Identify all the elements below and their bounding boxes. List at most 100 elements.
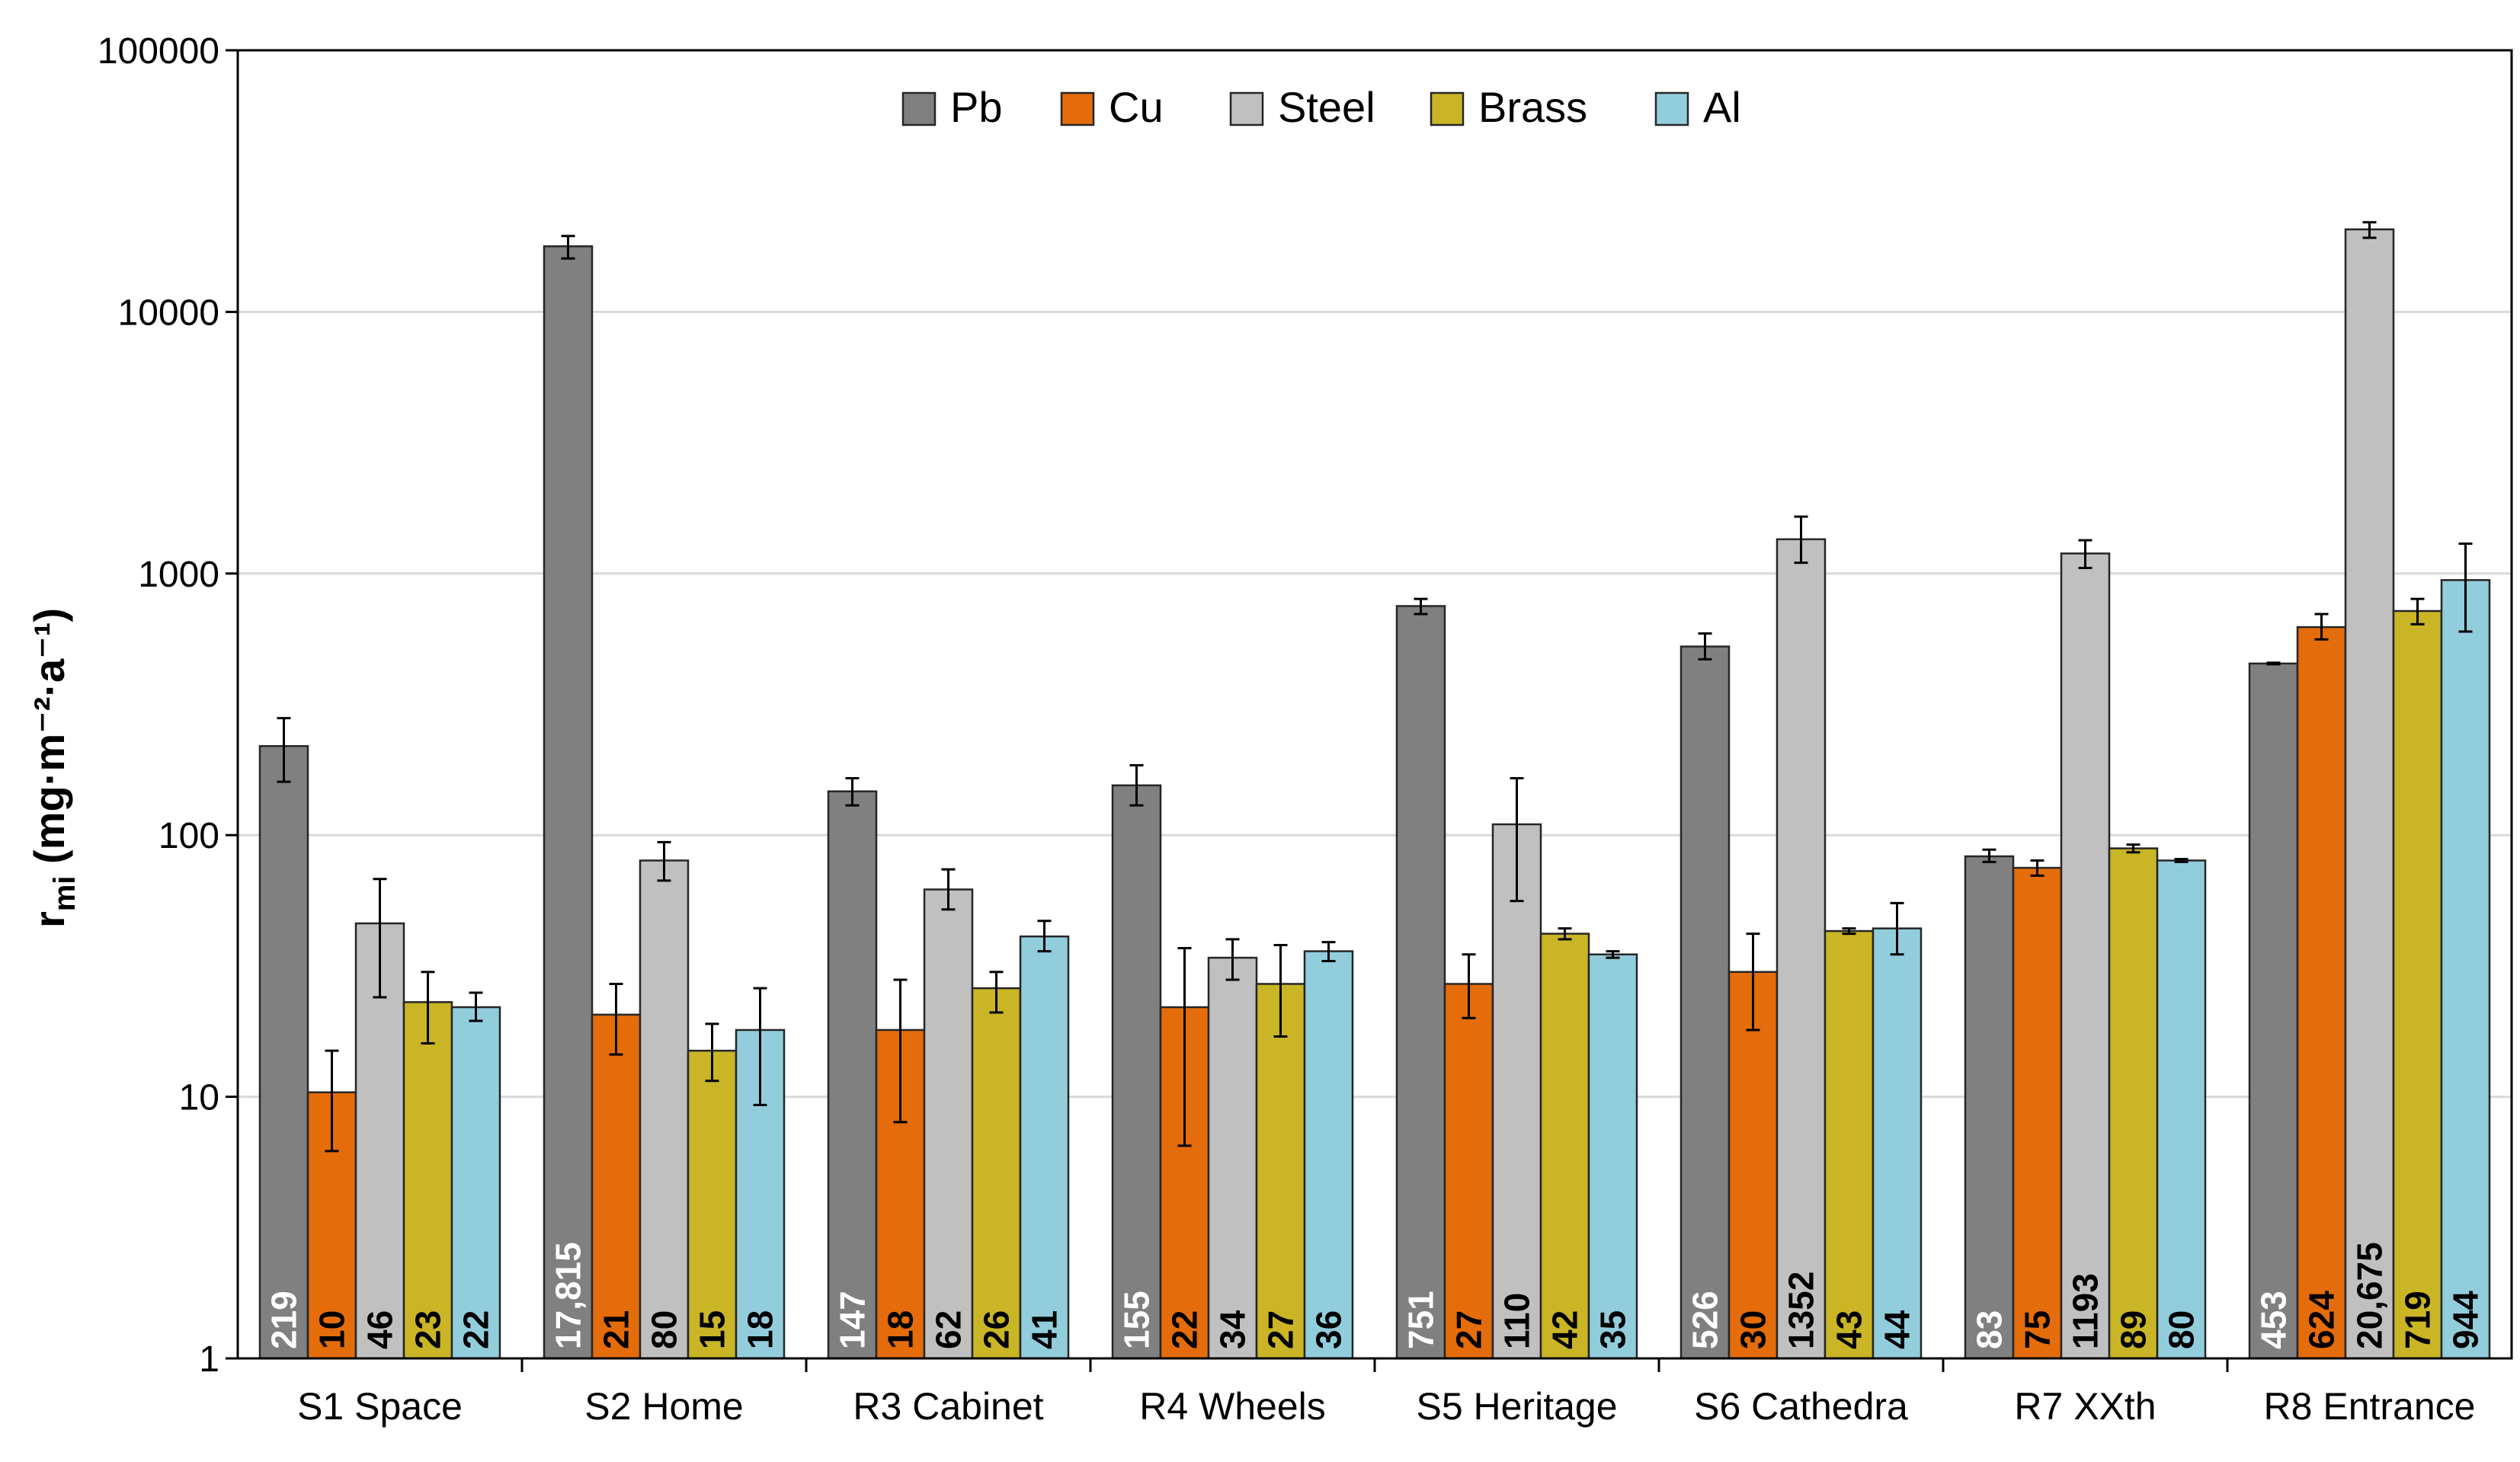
data-label: 27 — [1261, 1310, 1301, 1349]
error-bar — [1510, 777, 1524, 903]
bar-brass — [2108, 847, 2159, 1360]
bar-al — [2156, 859, 2207, 1360]
error-bar — [657, 840, 671, 882]
error-bar — [941, 868, 956, 911]
legend-label: Al — [1703, 83, 1741, 131]
bar-al — [2440, 579, 2491, 1360]
data-label: 1352 — [1782, 1272, 1821, 1349]
error-bar — [1606, 950, 1620, 959]
data-labels: 219 10 46 23 22 17,815 21 80 15 18 147 18 62 26 41 155 2… — [264, 1242, 2486, 1349]
y-tick-label: 1 — [199, 1339, 219, 1380]
bar-steel — [1207, 956, 1258, 1360]
data-label: 526 — [1686, 1291, 1725, 1349]
data-label: 35 — [1593, 1310, 1633, 1349]
bar-brass — [1824, 929, 1875, 1360]
data-label: 155 — [1117, 1291, 1157, 1349]
error-bar — [2078, 539, 2093, 570]
error-bar — [421, 971, 435, 1045]
data-label: 44 — [1878, 1310, 1917, 1349]
error-bar — [609, 982, 623, 1056]
data-label: 10 — [312, 1310, 352, 1349]
error-bar — [1698, 632, 1712, 661]
error-bar — [2030, 859, 2044, 877]
data-label: 110 — [1497, 1293, 1537, 1349]
bar-cu — [1727, 971, 1779, 1360]
x-tick-label: S5 Heritage — [1416, 1385, 1617, 1428]
data-label: 17,815 — [549, 1242, 588, 1349]
legend-swatch — [1654, 91, 1689, 126]
data-label: 80 — [645, 1310, 684, 1349]
error-bar — [1129, 763, 1144, 807]
error-bar — [1321, 941, 1336, 963]
error-bar — [1462, 953, 1476, 1019]
error-bar — [1890, 901, 1904, 956]
legend-swatch — [1229, 91, 1264, 126]
error-bar — [1794, 515, 1808, 565]
x-tick-label: R8 Entrance — [2264, 1385, 2476, 1428]
y-axis-title: rmi (mg·m⁻²·a⁻¹) — [25, 608, 82, 928]
data-label: 23 — [408, 1310, 448, 1349]
data-label: 34 — [1213, 1310, 1253, 1349]
data-label: 944 — [2446, 1291, 2486, 1349]
error-bar — [2174, 858, 2189, 863]
x-tick-label: S6 Cathedra — [1694, 1385, 1908, 1428]
bar-pb — [827, 790, 878, 1360]
data-label: 22 — [456, 1310, 496, 1349]
data-label: 15 — [693, 1310, 732, 1349]
bar-al — [1587, 953, 1638, 1360]
error-bar — [1842, 927, 1856, 936]
error-bar — [1414, 597, 1428, 616]
data-label: 43 — [1830, 1310, 1869, 1349]
data-label: 36 — [1309, 1310, 1349, 1349]
data-label: 219 — [264, 1291, 304, 1349]
data-label: 83 — [1970, 1310, 2009, 1349]
bar-pb — [1395, 605, 1446, 1360]
x-tick-label: R3 Cabinet — [853, 1385, 1043, 1428]
error-bar — [373, 878, 387, 999]
legend-swatch — [1430, 91, 1465, 126]
data-label: 30 — [1734, 1310, 1773, 1349]
data-label: 27 — [1449, 1310, 1489, 1349]
bar-steel — [923, 888, 974, 1360]
bar-brass — [1539, 933, 1590, 1360]
y-tick-label: 100000 — [98, 31, 219, 72]
bar-steel — [2344, 228, 2395, 1360]
bar-cu — [1443, 983, 1494, 1360]
error-bars — [277, 221, 2473, 1153]
legend-swatch — [901, 91, 937, 126]
error-bar — [2126, 843, 2141, 854]
bar-pb — [258, 745, 309, 1360]
bar-cu — [2012, 866, 2063, 1360]
x-tick-label: S1 Space — [297, 1385, 463, 1428]
error-bar — [2314, 613, 2329, 641]
error-bar — [325, 1049, 339, 1153]
bar-al — [1303, 950, 1354, 1360]
data-label: 62 — [929, 1310, 969, 1349]
bar-al — [1019, 935, 1070, 1360]
error-bar — [2266, 661, 2281, 666]
error-bar — [561, 235, 575, 260]
data-label: 1193 — [2066, 1273, 2105, 1349]
data-label: 18 — [881, 1310, 921, 1349]
error-bar — [1273, 944, 1288, 1038]
legend-entry-cu: Cu — [1060, 83, 1164, 131]
bar-steel — [2060, 552, 2111, 1360]
error-bar — [2458, 542, 2473, 633]
y-tick-label: 10000 — [118, 293, 219, 333]
bar-al — [450, 1006, 501, 1360]
bar-cu — [591, 1013, 642, 1360]
data-label: 147 — [833, 1291, 873, 1349]
data-label: 719 — [2398, 1291, 2438, 1349]
error-bar — [1746, 933, 1760, 1032]
bar-brass — [402, 1001, 453, 1360]
data-label: 42 — [1545, 1310, 1585, 1349]
legend-entry-al: Al — [1654, 83, 1741, 131]
error-bar — [1177, 946, 1192, 1147]
error-bar — [845, 777, 860, 807]
error-bar — [705, 1022, 719, 1083]
bar-pb — [1679, 645, 1731, 1360]
y-tick-label: 100 — [159, 816, 219, 856]
